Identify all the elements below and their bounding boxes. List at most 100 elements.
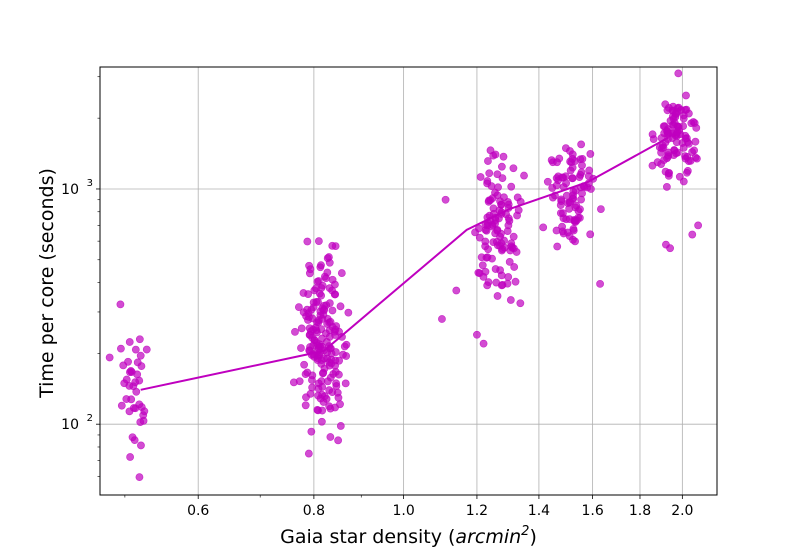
scatter-point [694, 221, 703, 230]
scatter-point [492, 237, 501, 246]
scatter-point [491, 150, 500, 159]
scatter-point [336, 422, 345, 430]
scatter-point [289, 378, 298, 387]
scatter-point [484, 245, 492, 254]
scatter-point [658, 141, 667, 150]
scatter-point [657, 148, 666, 157]
scatter-point [483, 281, 492, 290]
scatter-point [554, 172, 563, 181]
x-tick-label: 1.4 [528, 503, 550, 519]
scatter-point [566, 147, 574, 155]
scatter-point [142, 345, 151, 354]
scatter-point [304, 316, 312, 324]
scatter-point [578, 154, 587, 163]
scatter-point [574, 206, 583, 215]
scatter-point [692, 123, 701, 132]
scatter-point [317, 291, 326, 300]
trend-line [140, 136, 669, 391]
scatter-point [479, 339, 488, 348]
scatter-point [310, 336, 319, 344]
scatter-point [691, 137, 700, 146]
scatter-point [493, 226, 502, 235]
scatter-point [688, 230, 697, 239]
scatter-point [300, 360, 309, 369]
scatter-point [506, 296, 515, 304]
scatter-point [127, 367, 135, 375]
scatter-point [498, 174, 507, 182]
scatter-point [318, 314, 327, 323]
scatter-point [494, 183, 502, 192]
scatter-point [666, 244, 674, 253]
x-tick-label: 1.2 [466, 503, 488, 519]
scatter-point [306, 265, 315, 274]
x-tick-label: 1.8 [629, 503, 651, 519]
scatter-point [474, 268, 483, 277]
scatter-point [317, 417, 326, 426]
scatter-point [131, 404, 140, 413]
scatter-point [137, 441, 145, 450]
scatter-point [578, 161, 586, 170]
scatter-point [319, 398, 328, 406]
scatter-point [303, 237, 312, 246]
scatter-point [665, 169, 673, 177]
scatter-point [491, 265, 500, 273]
scatter-point [503, 227, 512, 235]
scatter-point [334, 436, 343, 445]
scatter-point [586, 150, 595, 158]
scatter-point [322, 329, 330, 338]
scatter-point [318, 334, 326, 343]
scatter-point [116, 300, 125, 309]
scatter-point [317, 284, 326, 292]
scatter-point [504, 273, 513, 281]
scatter-point [336, 400, 344, 409]
scatter-point [497, 162, 506, 171]
scatter-point [506, 246, 515, 255]
scatter-point [325, 386, 334, 395]
y-tick-label: 10 [61, 182, 79, 198]
scatter-point [674, 69, 683, 78]
scatter-point [497, 271, 506, 280]
scatter-point [125, 338, 134, 346]
scatter-point [304, 449, 313, 458]
scatter-point [483, 253, 492, 262]
scatter-point [136, 351, 145, 360]
scatter-point [596, 205, 605, 213]
scatter-point [569, 187, 578, 196]
scatter-point [663, 127, 671, 135]
scatter-point [577, 140, 586, 149]
scatter-point [342, 340, 351, 349]
scatter-point [520, 171, 528, 180]
scatter-point [553, 158, 561, 167]
scatter-point [452, 286, 461, 295]
scatter-point [596, 279, 604, 288]
scatter-point [336, 302, 345, 311]
scatter-point [481, 237, 490, 246]
scatter-point [135, 335, 144, 344]
scatter-point [313, 356, 322, 365]
scatter-point [648, 161, 657, 170]
scatter-point [475, 233, 484, 242]
scatter-point [131, 345, 140, 354]
scatter-point [513, 193, 522, 202]
scatter-point [326, 317, 335, 326]
scatter-point [332, 322, 341, 331]
scatter-point [117, 401, 126, 410]
scatter-point [539, 223, 548, 232]
scatter-point [299, 289, 308, 297]
scatter-point [318, 304, 327, 313]
scatter-point [492, 278, 501, 287]
scatter-point [543, 177, 552, 186]
scatter-point [312, 326, 321, 335]
scatter-point [438, 315, 446, 323]
scatter-point [476, 173, 485, 181]
x-axis-label-math: arcmin [455, 526, 521, 548]
scatter-point [505, 257, 514, 266]
scatter-point [302, 393, 310, 402]
scatter-point [684, 157, 693, 165]
scatter-point [122, 395, 131, 403]
scatter-point [325, 258, 334, 267]
scatter-point [326, 433, 335, 441]
scatter-point [135, 473, 144, 482]
scatter-point [314, 237, 323, 246]
